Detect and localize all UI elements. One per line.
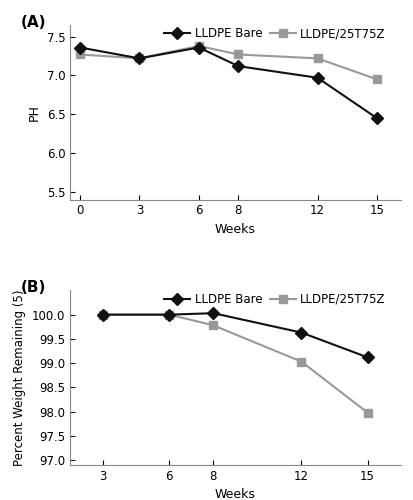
Text: (B): (B)	[21, 280, 46, 295]
LLDPE/25T75Z	[167, 312, 172, 318]
Line: LLDPE Bare: LLDPE Bare	[99, 309, 372, 362]
LLDPE/25T75Z	[211, 322, 216, 328]
Y-axis label: PH: PH	[28, 104, 41, 120]
Legend: LLDPE Bare, LLDPE/25T75Z: LLDPE Bare, LLDPE/25T75Z	[164, 293, 386, 306]
LLDPE Bare	[236, 63, 241, 69]
LLDPE Bare	[101, 312, 106, 318]
LLDPE Bare	[167, 312, 172, 318]
LLDPE/25T75Z	[137, 56, 142, 62]
LLDPE/25T75Z	[101, 312, 106, 318]
LLDPE/25T75Z	[315, 56, 320, 62]
LLDPE Bare	[375, 115, 380, 121]
Line: LLDPE Bare: LLDPE Bare	[76, 44, 381, 122]
LLDPE Bare	[137, 56, 142, 62]
Y-axis label: Percent Weight Remaining (5): Percent Weight Remaining (5)	[13, 290, 26, 466]
X-axis label: Weeks: Weeks	[215, 223, 256, 236]
LLDPE Bare	[196, 44, 201, 51]
LLDPE/25T75Z	[375, 76, 380, 82]
LLDPE/25T75Z	[365, 410, 370, 416]
Legend: LLDPE Bare, LLDPE/25T75Z: LLDPE Bare, LLDPE/25T75Z	[164, 28, 386, 40]
LLDPE Bare	[299, 330, 304, 336]
Line: LLDPE/25T75Z: LLDPE/25T75Z	[99, 310, 372, 417]
LLDPE Bare	[315, 75, 320, 81]
LLDPE/25T75Z	[299, 358, 304, 364]
LLDPE Bare	[211, 310, 216, 316]
LLDPE/25T75Z	[78, 52, 83, 58]
LLDPE/25T75Z	[196, 43, 201, 49]
LLDPE/25T75Z	[236, 52, 241, 58]
LLDPE Bare	[365, 354, 370, 360]
Line: LLDPE/25T75Z: LLDPE/25T75Z	[76, 42, 381, 84]
X-axis label: Weeks: Weeks	[215, 488, 256, 500]
LLDPE Bare	[78, 44, 83, 51]
Text: (A): (A)	[21, 14, 46, 30]
